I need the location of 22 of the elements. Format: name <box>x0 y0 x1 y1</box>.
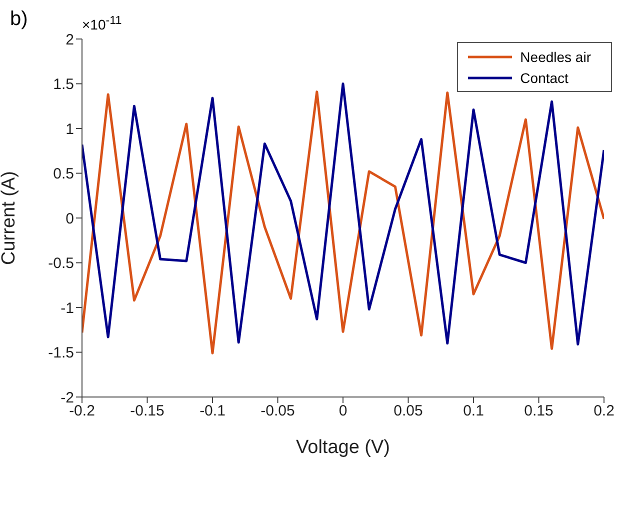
y-tick-label: -1 <box>60 300 74 317</box>
x-tick-label: 0.05 <box>394 402 423 420</box>
y-tick-label: 1 <box>66 120 74 138</box>
y-tick-label: -1.5 <box>48 344 74 362</box>
y-tick-label: 0.5 <box>53 166 74 183</box>
y-tick-label: -0.5 <box>48 255 74 272</box>
x-tick-label: 0.1 <box>463 402 484 420</box>
y-tick-label: 1.5 <box>53 76 74 94</box>
x-axis-title: Voltage (V) <box>296 437 390 458</box>
legend-label: Contact <box>520 70 568 86</box>
y-axis-title: Current (A) <box>0 171 20 265</box>
x-tick-label: -0.15 <box>130 402 164 420</box>
x-tick-label: -0.05 <box>260 402 295 420</box>
x-tick-label: 0.2 <box>594 402 614 420</box>
x-tick-label: 0.15 <box>524 402 554 420</box>
text: ×10$^{-11}$ <box>82 14 122 33</box>
x-tick-label: -0.1 <box>200 402 226 420</box>
y-tick-label: 2 <box>66 31 74 48</box>
x-tick-label: 0 <box>338 402 348 420</box>
text: b) <box>10 8 28 31</box>
legend-label: Needles air <box>520 48 591 64</box>
y-tick-label: 0 <box>66 210 74 228</box>
